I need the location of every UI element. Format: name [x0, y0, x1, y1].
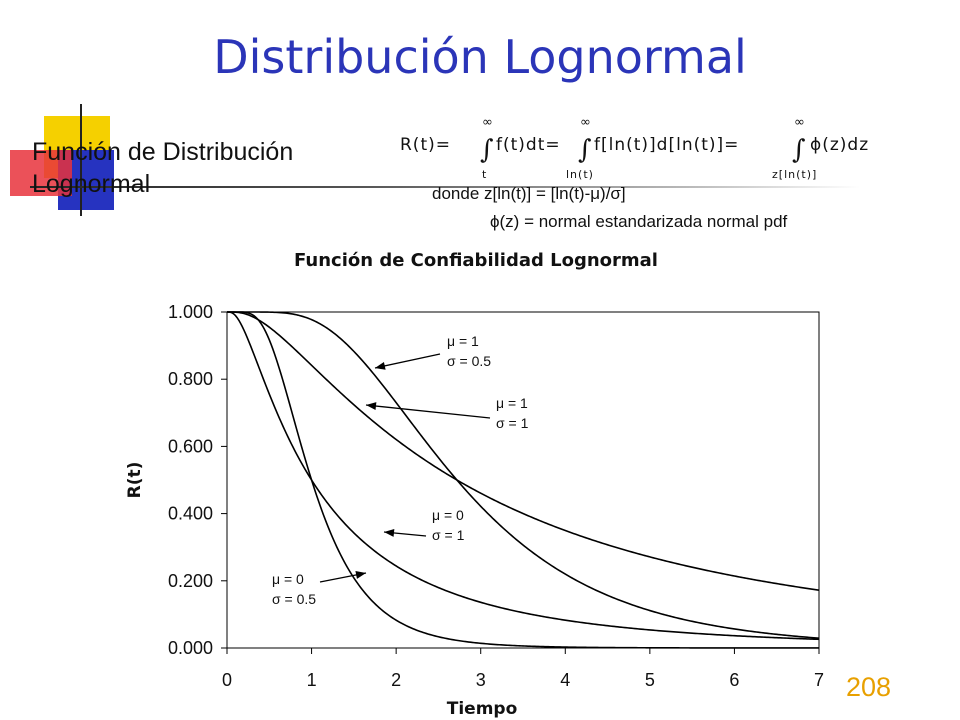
x-tick-label: 2 — [391, 670, 401, 690]
series-line-2 — [227, 311, 820, 591]
page-number: 208 — [846, 672, 892, 702]
deco-horizontal-line — [30, 186, 860, 188]
annotation-sigma-label: σ = 1 — [432, 527, 465, 543]
integral-lower-2: ln(t) — [566, 168, 594, 181]
annotation-arrow-head — [384, 528, 395, 537]
subtitle-line-1: Función de Distribución — [32, 138, 294, 166]
y-axis-label: R(t) — [125, 462, 145, 499]
y-tick-label: 0.400 — [168, 504, 213, 524]
series-line-3 — [226, 311, 820, 641]
x-tick-label: 7 — [814, 670, 824, 690]
deco-red-square — [10, 150, 72, 196]
y-tick-label: 0.600 — [168, 436, 213, 456]
integral-sign-3: ∫ — [792, 135, 806, 165]
annotation-sigma-label: σ = 0.5 — [447, 353, 491, 369]
formula-term-2: f[ln(t)]d[ln(t)]= — [594, 135, 739, 155]
y-tick-label: 1.000 — [168, 302, 213, 322]
subtitle-line-2: Lognormal — [32, 170, 151, 198]
annotations: μ = 1 σ = 0.5 μ = 1 σ = 1 μ = 0 σ = 1 μ = 0 σ =… — [272, 333, 529, 607]
integral-lower-1: t — [482, 168, 487, 181]
x-tick-label: 6 — [729, 670, 739, 690]
integral-sign-2: ∫ — [578, 135, 592, 165]
y-axis: 0.000 0.200 0.400 0.600 0.800 1.000 — [168, 302, 227, 658]
y-tick-label: 0.800 — [168, 369, 213, 389]
x-tick-label: 1 — [307, 670, 317, 690]
integral-upper-3: ∞ — [794, 115, 805, 130]
formula-term-1: f(t)dt= — [496, 135, 561, 155]
x-tick-label: 5 — [645, 670, 655, 690]
x-axis: 0 1 2 3 4 5 6 7 — [222, 648, 824, 690]
plot-area — [226, 311, 820, 649]
formula-lhs: R(t)= — [400, 135, 451, 155]
y-tick-label: 0.000 — [168, 638, 213, 658]
formula-definition-phi: ϕ(z) = normal estandarizada normal pdf — [490, 212, 788, 231]
annotation-mu-label: μ = 0 — [272, 571, 304, 587]
series-line-4 — [227, 311, 819, 649]
x-tick-label: 0 — [222, 670, 232, 690]
deco-vertical-line — [80, 104, 82, 216]
chart-title: Función de Confiabilidad Lognormal — [294, 250, 658, 271]
annotation-sigma-label: σ = 0.5 — [272, 591, 316, 607]
annotation-mu-label: μ = 1 — [496, 395, 528, 411]
annotation-arrow-head — [366, 402, 377, 411]
integral-upper-2: ∞ — [580, 115, 591, 130]
series-line-1 — [227, 311, 820, 639]
integral-sign-1: ∫ — [480, 135, 494, 165]
formula-definition-z: donde z[ln(t)] = [ln(t)-μ)/σ] — [432, 184, 626, 203]
y-tick-label: 0.200 — [168, 571, 213, 591]
annotation-mu-label: μ = 1 — [447, 333, 479, 349]
slide-title: Distribución Lognormal — [213, 30, 747, 84]
x-tick-label: 4 — [560, 670, 570, 690]
annotation-sigma-label: σ = 1 — [496, 415, 529, 431]
annotation-arrow-head — [375, 361, 386, 370]
annotation-mu-label: μ = 0 — [432, 507, 464, 523]
annotation-arrow-line — [365, 404, 491, 419]
curves — [226, 311, 820, 649]
reliability-chart: Función de Confiabilidad Lognormal 0.000… — [125, 250, 824, 719]
reliability-formula: R(t)= ∞ ∫ t f(t)dt= ∞ ∫ ln(t) f[ln(t)]d[… — [400, 115, 869, 181]
formula-term-3: ϕ(z)dz — [810, 135, 869, 155]
integral-lower-3: z[ln(t)] — [772, 168, 817, 181]
subtitle: Función de Distribución Lognormal — [32, 136, 372, 200]
integral-upper-1: ∞ — [482, 115, 493, 130]
annotation-arrow-head — [355, 570, 366, 579]
annotation-arrow-line — [374, 353, 441, 369]
x-axis-label: Tiempo — [447, 699, 518, 719]
x-tick-label: 3 — [476, 670, 486, 690]
